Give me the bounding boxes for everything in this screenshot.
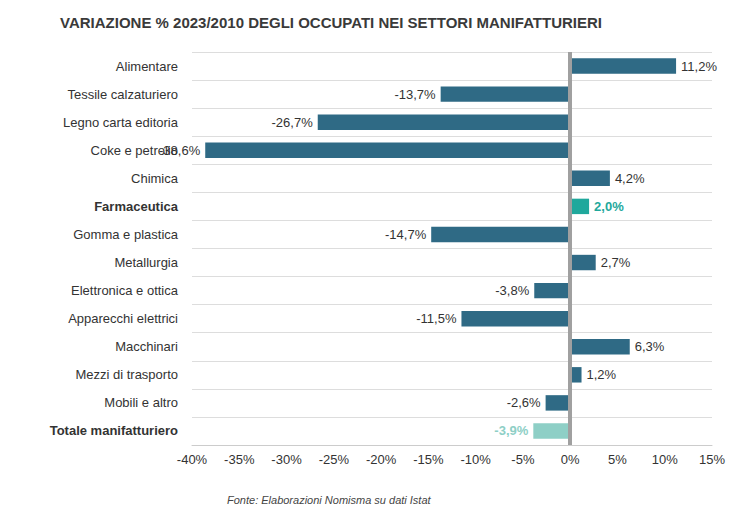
svg-text:Farmaceutica: Farmaceutica [94,199,179,214]
svg-text:Totale manifatturiero: Totale manifatturiero [50,423,178,438]
svg-text:VARIAZIONE % 2023/2010 DEGLI O: VARIAZIONE % 2023/2010 DEGLI OCCUPATI NE… [60,14,602,31]
svg-text:Fonte: Elaborazioni Nomisma su: Fonte: Elaborazioni Nomisma su dati Ista… [227,494,432,506]
svg-text:Gomma e plastica: Gomma e plastica [73,227,179,242]
svg-text:-5%: -5% [511,452,535,467]
svg-text:6,3%: 6,3% [635,339,665,354]
svg-text:Alimentare: Alimentare [116,59,178,74]
svg-text:Elettronica e ottica: Elettronica e ottica [71,283,179,298]
svg-text:-13,7%: -13,7% [394,87,436,102]
svg-text:11,2%: 11,2% [681,59,717,74]
svg-text:-20%: -20% [366,452,397,467]
svg-text:Apparecchi elettrici: Apparecchi elettrici [68,311,178,326]
svg-text:-35%: -35% [224,452,255,467]
svg-text:0%: 0% [561,452,580,467]
svg-text:Mezzi di trasporto: Mezzi di trasporto [75,367,178,382]
svg-text:-3,8%: -3,8% [495,283,529,298]
svg-text:Tessile calzaturiero: Tessile calzaturiero [67,87,178,102]
svg-text:-40%: -40% [177,452,208,467]
svg-text:-10%: -10% [460,452,491,467]
svg-text:1,2%: 1,2% [587,367,617,382]
svg-text:Legno carta editoria: Legno carta editoria [63,115,179,130]
svg-text:-25%: -25% [319,452,350,467]
svg-text:-30%: -30% [271,452,302,467]
svg-text:2,7%: 2,7% [601,255,631,270]
svg-text:Metallurgia: Metallurgia [114,255,178,270]
svg-text:Chimica: Chimica [131,171,179,186]
svg-text:15%: 15% [699,452,725,467]
svg-text:4,2%: 4,2% [615,171,645,186]
svg-text:-14,7%: -14,7% [385,227,427,242]
svg-text:-2,6%: -2,6% [507,395,541,410]
svg-text:Mobili e altro: Mobili e altro [104,395,178,410]
svg-text:-38,6%: -38,6% [159,143,201,158]
svg-text:10%: 10% [652,452,678,467]
svg-text:5%: 5% [608,452,627,467]
svg-text:-26,7%: -26,7% [272,115,314,130]
svg-text:Coke e petrolio: Coke e petrolio [90,142,178,158]
svg-text:-15%: -15% [413,452,444,467]
svg-text:2,0%: 2,0% [594,199,624,214]
svg-text:-3,9%: -3,9% [494,423,528,438]
svg-text:Macchinari: Macchinari [115,339,178,354]
svg-text:-11,5%: -11,5% [416,311,457,326]
